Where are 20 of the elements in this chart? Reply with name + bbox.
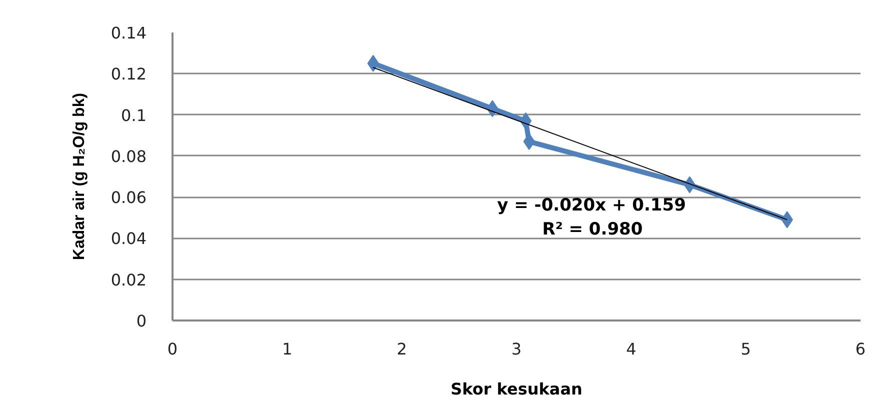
y-tick-label: 0	[136, 312, 147, 330]
annotation: R² = 0.980	[542, 220, 643, 240]
x-tick-label: 2	[396, 340, 407, 358]
x-tick-label: 5	[740, 340, 751, 358]
y-tick-label: 0.02	[110, 270, 146, 290]
x-tick-label: 4	[626, 340, 636, 358]
y-tick-label: 0.14	[110, 24, 146, 42]
point	[520, 112, 532, 130]
y-tick-label: 0.08	[110, 146, 146, 166]
y-tick-label: 0.06	[110, 188, 146, 208]
x-tick-label: 1	[282, 340, 292, 358]
y-tick-label: 0.1	[121, 106, 147, 125]
y-tick-label: 0.04	[110, 229, 146, 248]
x-tick-label: 3	[511, 340, 522, 358]
y-tick-label: 0.12	[110, 64, 146, 84]
x-tick-label: 6	[855, 340, 866, 358]
x-axis-title: Skor kesukaan	[450, 380, 582, 398]
annotation: y = -0.020x + 0.159	[497, 196, 686, 216]
y-axis-title: Kadar air (g H₂O/g bk)	[70, 92, 88, 260]
x-tick-label: 0	[167, 340, 178, 358]
